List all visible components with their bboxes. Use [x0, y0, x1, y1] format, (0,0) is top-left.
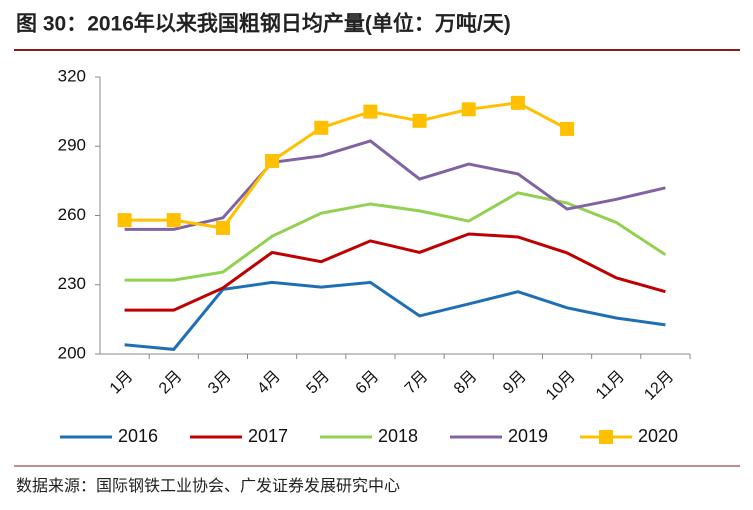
legend-label: 2020 — [638, 426, 678, 446]
x-tick-label: 7月 — [402, 368, 432, 398]
x-tick-label: 9月 — [500, 368, 530, 398]
y-tick-label: 230 — [58, 274, 86, 293]
point-marker — [166, 213, 181, 228]
y-tick-label: 290 — [58, 136, 86, 155]
chart-title: 图 30：2016年以来我国粗钢日均产量(单位：万吨/天) — [16, 12, 511, 36]
point-marker — [117, 213, 132, 228]
x-tick-label: 10月 — [543, 368, 579, 404]
x-tick-label: 8月 — [451, 368, 481, 398]
series-line — [124, 280, 666, 351]
series-line — [124, 232, 666, 312]
y-tick-label: 260 — [58, 205, 86, 224]
point-marker — [265, 154, 280, 169]
x-tick-label: 2月 — [156, 368, 186, 398]
point-marker — [560, 121, 575, 136]
x-tick-label: 12月 — [641, 368, 677, 404]
point-marker — [363, 104, 378, 119]
point-marker — [412, 113, 427, 128]
x-tick-label: 5月 — [303, 368, 333, 398]
x-tick-label: 11月 — [593, 368, 628, 403]
point-marker — [215, 220, 230, 235]
series-line — [124, 101, 568, 230]
y-tick-label: 200 — [58, 343, 86, 362]
legend-label: 2017 — [248, 426, 288, 446]
point-marker — [461, 102, 476, 117]
x-tick-label: 3月 — [205, 368, 235, 398]
legend-label: 2019 — [508, 426, 548, 446]
x-tick-label: 6月 — [353, 368, 383, 398]
legend-label: 2016 — [118, 426, 158, 446]
point-marker — [314, 120, 329, 135]
point-marker — [510, 95, 525, 110]
legend-label: 2018 — [378, 426, 418, 446]
x-tick-label: 1月 — [107, 368, 137, 398]
source: 数据来源：国际钢铁工业协会、广发证券发展研究中心 — [16, 477, 400, 495]
legend-marker — [599, 430, 613, 444]
y-tick-label: 320 — [58, 66, 86, 85]
series-line — [124, 139, 666, 231]
x-tick-label: 4月 — [254, 368, 284, 398]
